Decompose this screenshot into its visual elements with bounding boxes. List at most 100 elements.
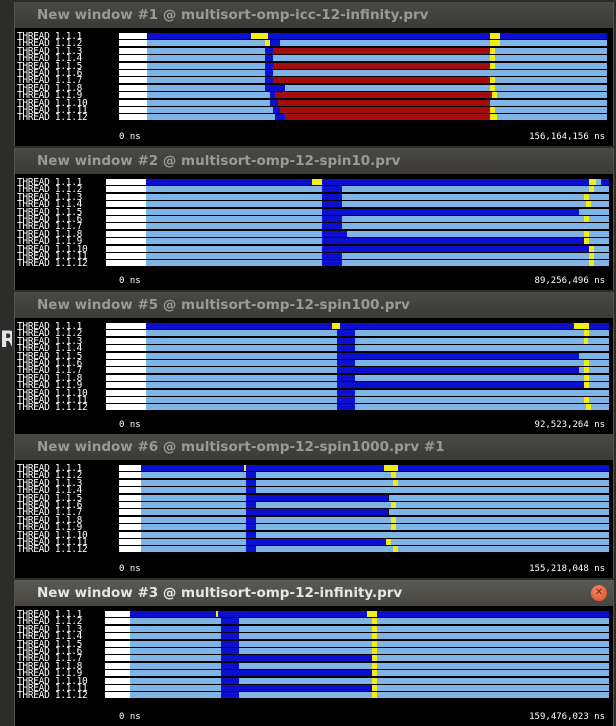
thread-row[interactable]	[106, 337, 609, 344]
window-titlebar[interactable]: New window #2 @ multisort-omp-12-spin10.…	[15, 148, 613, 174]
state-segment	[146, 238, 323, 245]
state-segment	[147, 47, 266, 54]
thread-row[interactable]	[119, 501, 609, 508]
timeline-window-3[interactable]: New window #3 @ multisort-omp-12-infinit…	[14, 580, 614, 726]
state-segment	[105, 692, 131, 699]
timeline-content[interactable]: THREAD 1.1.1 THREAD 1.1.2 THREAD 1.1.3 THRE…	[15, 28, 613, 146]
state-segment	[119, 531, 142, 538]
timeline-content[interactable]: THREAD 1.1.1 THREAD 1.1.2 THREAD 1.1.3 THRE…	[15, 460, 613, 578]
timeline-window-2[interactable]: New window #2 @ multisort-omp-12-spin10.…	[14, 148, 614, 290]
thread-row[interactable]	[106, 215, 609, 222]
thread-row[interactable]	[105, 670, 609, 677]
thread-row[interactable]	[106, 186, 609, 193]
thread-row[interactable]	[105, 618, 609, 625]
thread-row[interactable]	[105, 647, 609, 654]
thread-row[interactable]	[119, 479, 609, 486]
thread-label: THREAD 1.1.8	[17, 82, 83, 94]
thread-row[interactable]	[119, 99, 607, 106]
thread-row[interactable]	[106, 389, 609, 396]
thread-timeline[interactable]	[119, 465, 609, 554]
thread-timeline[interactable]	[106, 179, 609, 268]
thread-row[interactable]	[119, 538, 609, 545]
state-segment	[588, 238, 609, 245]
thread-row[interactable]	[106, 230, 609, 237]
thread-row[interactable]	[106, 260, 609, 267]
thread-row[interactable]	[119, 531, 609, 538]
thread-row[interactable]	[105, 633, 609, 640]
thread-row[interactable]	[105, 640, 609, 647]
state-segment	[141, 524, 247, 531]
thread-row[interactable]	[119, 33, 607, 39]
thread-row[interactable]	[119, 92, 607, 99]
close-icon[interactable]: ✕	[591, 585, 607, 601]
thread-row[interactable]	[106, 252, 609, 259]
thread-row[interactable]	[106, 201, 609, 208]
thread-label: THREAD 1.1.4	[17, 199, 83, 211]
thread-row[interactable]	[119, 55, 607, 62]
window-titlebar[interactable]: New window #3 @ multisort-omp-12-infinit…	[15, 580, 613, 606]
thread-row[interactable]	[106, 359, 609, 366]
thread-row[interactable]	[106, 193, 609, 200]
thread-row[interactable]	[105, 611, 609, 617]
thread-row[interactable]	[106, 404, 609, 411]
thread-row[interactable]	[106, 179, 609, 185]
thread-row[interactable]	[119, 546, 609, 553]
thread-timeline[interactable]	[106, 323, 609, 412]
thread-row[interactable]	[119, 106, 607, 113]
thread-row[interactable]	[119, 524, 609, 531]
timeline-content[interactable]: THREAD 1.1.1 THREAD 1.1.2 THREAD 1.1.3 THRE…	[15, 606, 613, 726]
thread-row[interactable]	[119, 40, 607, 47]
thread-row[interactable]	[106, 245, 609, 252]
timeline-window-5[interactable]: New window #5 @ multisort-omp-12-spin100…	[14, 292, 614, 434]
thread-row[interactable]	[105, 662, 609, 669]
thread-row[interactable]	[106, 382, 609, 389]
thread-row[interactable]	[119, 494, 609, 501]
thread-row[interactable]	[119, 114, 607, 121]
thread-row[interactable]	[105, 692, 609, 699]
thread-row[interactable]	[105, 684, 609, 691]
thread-row[interactable]	[106, 330, 609, 337]
thread-row[interactable]	[105, 655, 609, 662]
thread-row[interactable]	[119, 472, 609, 479]
thread-row[interactable]	[106, 396, 609, 403]
thread-row[interactable]	[119, 62, 607, 69]
thread-timeline[interactable]	[105, 611, 609, 700]
timeline-content[interactable]: THREAD 1.1.1 THREAD 1.1.2 THREAD 1.1.3 THRE…	[15, 174, 613, 290]
state-segment	[105, 655, 131, 662]
thread-row[interactable]	[106, 367, 609, 374]
thread-timeline[interactable]	[119, 33, 607, 122]
timeline-window-1[interactable]: New window #1 @ multisort-omp-icc-12-inf…	[14, 2, 614, 146]
thread-row[interactable]	[119, 516, 609, 523]
thread-label-column: THREAD 1.1.1 THREAD 1.1.2 THREAD 1.1.3 THRE…	[17, 321, 101, 412]
timeline-content[interactable]: THREAD 1.1.1 THREAD 1.1.2 THREAD 1.1.3 THRE…	[15, 318, 613, 434]
window-titlebar[interactable]: New window #1 @ multisort-omp-icc-12-inf…	[15, 2, 613, 28]
thread-row[interactable]	[119, 47, 607, 54]
state-segment	[342, 193, 584, 200]
timeline-window-6[interactable]: New window #6 @ multisort-omp-12-spin100…	[14, 434, 614, 578]
thread-row[interactable]	[106, 238, 609, 245]
state-segment	[337, 382, 584, 389]
state-segment	[130, 625, 221, 632]
thread-row[interactable]	[106, 374, 609, 381]
thread-row[interactable]	[119, 84, 607, 91]
thread-row[interactable]	[106, 223, 609, 230]
state-segment	[377, 692, 609, 699]
thread-row[interactable]	[105, 677, 609, 684]
thread-row[interactable]	[106, 352, 609, 359]
window-titlebar[interactable]: New window #6 @ multisort-omp-12-spin100…	[15, 434, 613, 460]
state-segment	[106, 382, 147, 389]
thread-row[interactable]	[119, 487, 609, 494]
thread-row[interactable]	[119, 77, 607, 84]
thread-row[interactable]	[119, 465, 609, 471]
thread-row[interactable]	[105, 625, 609, 632]
thread-row[interactable]	[106, 323, 609, 329]
thread-row[interactable]	[119, 509, 609, 516]
state-segment	[105, 662, 131, 669]
state-segment	[141, 516, 247, 523]
thread-row[interactable]	[106, 345, 609, 352]
thread-row[interactable]	[106, 208, 609, 215]
state-segment	[243, 465, 247, 471]
thread-row[interactable]	[119, 69, 607, 76]
window-titlebar[interactable]: New window #5 @ multisort-omp-12-spin100…	[15, 292, 613, 318]
state-segment	[377, 611, 609, 617]
